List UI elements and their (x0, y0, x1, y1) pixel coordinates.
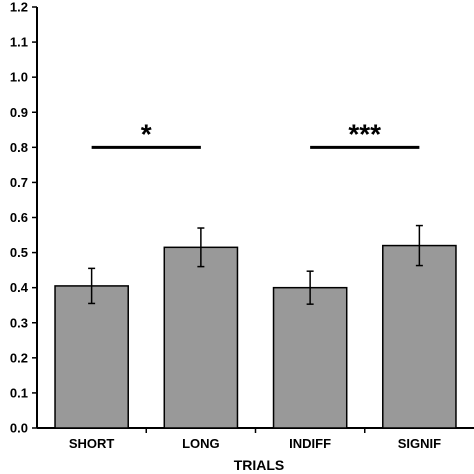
x-axis (37, 427, 474, 433)
y-tick-label: 0.4 (10, 280, 29, 295)
category-label: SHORT (69, 436, 115, 451)
y-tick-label: 0.3 (10, 315, 28, 330)
y-axis: 0.0 0.1 0.2 0.3 0.4 0.5 0.6 0.7 0.8 0.9 1.0 1.1 1.2 (10, 0, 38, 436)
category-label: LONG (182, 436, 220, 451)
bar-long (163, 246, 239, 429)
y-tick-label: 0.5 (10, 245, 28, 260)
category-label: SIGNIF (398, 436, 441, 451)
y-tick-label: 1.1 (10, 35, 28, 50)
significance-label: *** (348, 118, 381, 149)
bar-short (54, 285, 129, 429)
x-axis-title: TRIALS (234, 457, 285, 473)
category-label: INDIFF (289, 436, 331, 451)
bars (54, 244, 457, 429)
y-tick-label: 1.2 (10, 0, 28, 15)
significance-label: * (141, 118, 152, 149)
error-bar (197, 227, 205, 268)
y-tick-label: 0.8 (10, 140, 28, 155)
y-tick-label: 0.2 (10, 350, 28, 365)
error-bars (88, 224, 423, 305)
significance-markers: * *** (91, 118, 420, 149)
y-tick-label: 0.7 (10, 175, 28, 190)
category-labels: SHORT LONG INDIFF SIGNIF (69, 436, 441, 451)
y-tick-label: 1.0 (10, 70, 28, 85)
bar-indiff (272, 286, 348, 429)
bar-signif (382, 244, 457, 429)
error-bar (306, 270, 314, 305)
error-bar (415, 224, 423, 267)
y-tick-label: 0.0 (10, 421, 28, 436)
y-tick-label: 0.1 (10, 385, 28, 400)
y-tick-label: 0.9 (10, 105, 28, 120)
y-tick-label: 0.6 (10, 210, 28, 225)
error-bar (88, 267, 96, 305)
